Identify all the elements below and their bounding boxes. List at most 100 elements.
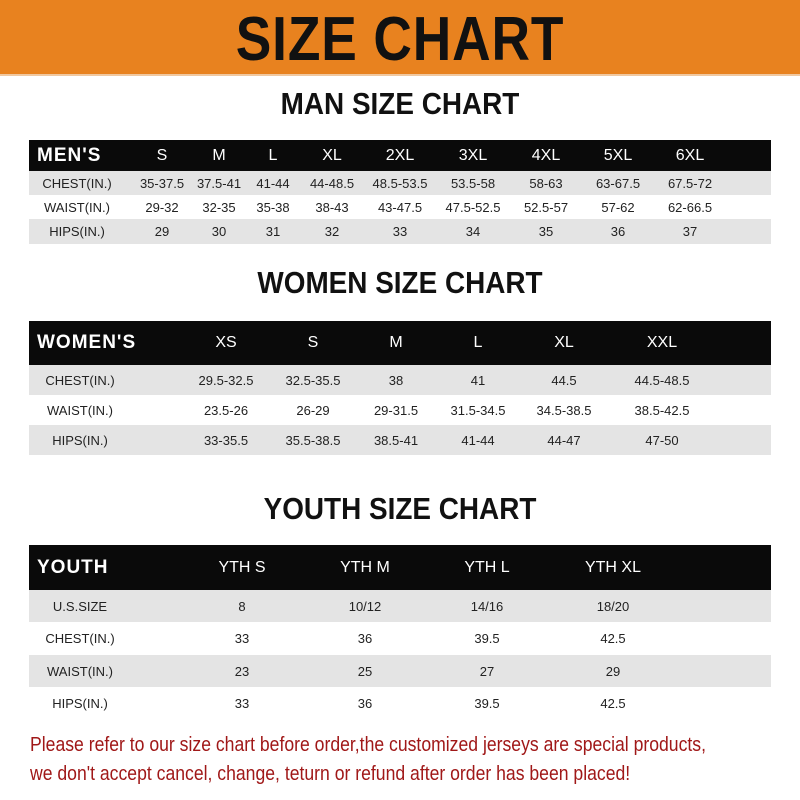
- measure-label-cell: HIPS(IN.): [52, 432, 108, 448]
- measure-value-cell: 34: [465, 224, 481, 239]
- measure-value-cell: 32.5-35.5: [285, 372, 341, 388]
- measure-value-cell: 29: [605, 663, 621, 679]
- size-header-cell: 4XL: [531, 146, 561, 164]
- measure-value-cell: 31: [265, 224, 281, 239]
- measure-value-cell: 14/16: [470, 598, 504, 614]
- measure-label-cell: HIPS(IN.): [52, 696, 108, 711]
- table-row: WAIST(IN.) 23.5-26 26-29 29-31.5 31.5-34.5 34…: [29, 395, 771, 425]
- measure-value-cell: 44.5-48.5: [634, 372, 690, 388]
- measure-value-cell: 23: [234, 663, 250, 679]
- size-header-cell: YTH L: [464, 558, 510, 576]
- measure-value-cell: 57-62: [601, 199, 635, 215]
- size-header-cell: S: [307, 334, 319, 351]
- measure-value-cell: 32-35: [202, 199, 236, 215]
- measure-value-cell: 47.5-52.5: [445, 199, 501, 215]
- measure-value-cell: 39.5: [474, 696, 500, 711]
- measure-value-cell: 27: [479, 663, 495, 679]
- measure-value-cell: 44.5: [551, 372, 577, 388]
- measure-value-cell: 30: [211, 224, 227, 239]
- measure-value-cell: 29: [154, 224, 170, 239]
- size-header-cell: XS: [215, 334, 237, 351]
- measure-value-cell: 33: [234, 631, 250, 646]
- table-row: WAIST(IN.) 23 25 27 29: [29, 655, 771, 687]
- measure-label-cell: WAIST(IN.): [47, 663, 113, 679]
- table-row: CHEST(IN.) 35-37.5 37.5-41 41-44 44-48.5 48.5…: [29, 171, 771, 195]
- measure-value-cell: 41: [470, 372, 486, 388]
- measure-value-cell: 35: [538, 224, 554, 239]
- size-header-cell: M: [389, 334, 403, 351]
- table-title-cell: YOUTH: [37, 556, 109, 578]
- measure-value-cell: 35.5-38.5: [285, 432, 341, 448]
- size-chart-banner: SIZE CHART: [0, 0, 800, 76]
- men-header-row: MEN'S S M L XL 2XL 3XL 4XL 5XL 6XL: [29, 140, 771, 171]
- youth-section-title: YOUTH SIZE CHART: [263, 491, 537, 526]
- size-header-cell: L: [473, 334, 483, 351]
- measure-value-cell: 41-44: [256, 175, 290, 191]
- table-row: CHEST(IN.) 29.5-32.5 32.5-35.5 38 41 44.5 44.5…: [29, 365, 771, 395]
- measure-value-cell: 34.5-38.5: [536, 402, 592, 418]
- size-header-cell: 6XL: [675, 146, 705, 164]
- size-header-cell: YTH XL: [584, 558, 641, 576]
- measure-value-cell: 29.5-32.5: [198, 372, 254, 388]
- measure-value-cell: 26-29: [296, 402, 330, 418]
- size-header-cell: 3XL: [458, 146, 488, 164]
- measure-label-cell: CHEST(IN.): [45, 372, 115, 388]
- table-row: U.S.SIZE 8 10/12 14/16 18/20: [29, 590, 771, 622]
- size-header-cell: YTH M: [340, 558, 390, 576]
- measure-value-cell: 18/20: [596, 598, 630, 614]
- size-header-cell: L: [268, 146, 278, 164]
- measure-value-cell: 44-48.5: [309, 175, 355, 191]
- measure-value-cell: 29-31.5: [373, 402, 419, 418]
- measure-value-cell: 38: [388, 372, 404, 388]
- measure-value-cell: 48.5-53.5: [372, 175, 428, 191]
- table-row: HIPS(IN.) 29 30 31 32 33 34 35 36 37: [29, 219, 771, 244]
- measure-label-cell: WAIST(IN.): [44, 199, 110, 215]
- size-header-cell: XL: [554, 334, 574, 351]
- measure-value-cell: 33: [234, 696, 250, 711]
- measure-value-cell: 58-63: [529, 175, 563, 191]
- measure-value-cell: 43-47.5: [377, 199, 423, 215]
- table-row: WAIST(IN.) 29-32 32-35 35-38 38-43 43-47.5 47.…: [29, 195, 771, 219]
- measure-value-cell: 37.5-41: [196, 175, 242, 191]
- table-row: HIPS(IN.) 33-35.5 35.5-38.5 38.5-41 41-44 44-…: [29, 425, 771, 455]
- measure-value-cell: 42.5: [600, 631, 626, 646]
- measure-value-cell: 62-66.5: [667, 199, 713, 215]
- measure-value-cell: 63-67.5: [595, 175, 641, 191]
- measure-label-cell: HIPS(IN.): [49, 224, 105, 239]
- measure-value-cell: 23.5-26: [203, 402, 249, 418]
- measure-label-cell: U.S.SIZE: [52, 598, 108, 614]
- measure-value-cell: 38-43: [315, 199, 349, 215]
- measure-value-cell: 52.5-57: [523, 199, 569, 215]
- footer-notice-line-1: Please refer to our size chart before or…: [30, 734, 706, 756]
- table-row: HIPS(IN.) 33 36 39.5 42.5: [29, 687, 771, 720]
- measure-value-cell: 36: [357, 696, 373, 711]
- measure-value-cell: 29-32: [145, 199, 179, 215]
- measure-value-cell: 8: [238, 598, 246, 614]
- size-header-cell: M: [212, 146, 226, 164]
- size-header-cell: XXL: [646, 334, 678, 351]
- measure-value-cell: 33: [392, 224, 408, 239]
- measure-value-cell: 53.5-58: [450, 175, 496, 191]
- measure-value-cell: 36: [610, 224, 626, 239]
- banner-title: SIZE CHART: [235, 5, 565, 74]
- measure-value-cell: 41-44: [461, 432, 495, 448]
- measure-value-cell: 36: [357, 631, 373, 646]
- footer-notice-line-2: we don't accept cancel, change, teturn o…: [30, 763, 631, 785]
- table-row: CHEST(IN.) 33 36 39.5 42.5: [29, 622, 771, 655]
- women-header-row: WOMEN'S XS S M L XL XXL: [29, 321, 771, 365]
- size-header-cell: S: [156, 146, 168, 164]
- size-header-cell: XL: [322, 146, 342, 164]
- youth-header-row: YOUTH YTH S YTH M YTH L YTH XL: [29, 545, 771, 590]
- measure-value-cell: 39.5: [474, 631, 500, 646]
- women-section-title: WOMEN SIZE CHART: [257, 265, 543, 300]
- measure-value-cell: 25: [357, 663, 373, 679]
- table-title-cell: MEN'S: [37, 144, 102, 166]
- measure-value-cell: 33-35.5: [203, 432, 249, 448]
- measure-value-cell: 42.5: [600, 696, 626, 711]
- measure-value-cell: 37: [682, 224, 698, 239]
- measure-value-cell: 10/12: [348, 598, 382, 614]
- measure-value-cell: 32: [324, 224, 340, 239]
- measure-value-cell: 35-38: [256, 199, 290, 215]
- measure-value-cell: 31.5-34.5: [450, 402, 506, 418]
- measure-value-cell: 44-47: [547, 432, 581, 448]
